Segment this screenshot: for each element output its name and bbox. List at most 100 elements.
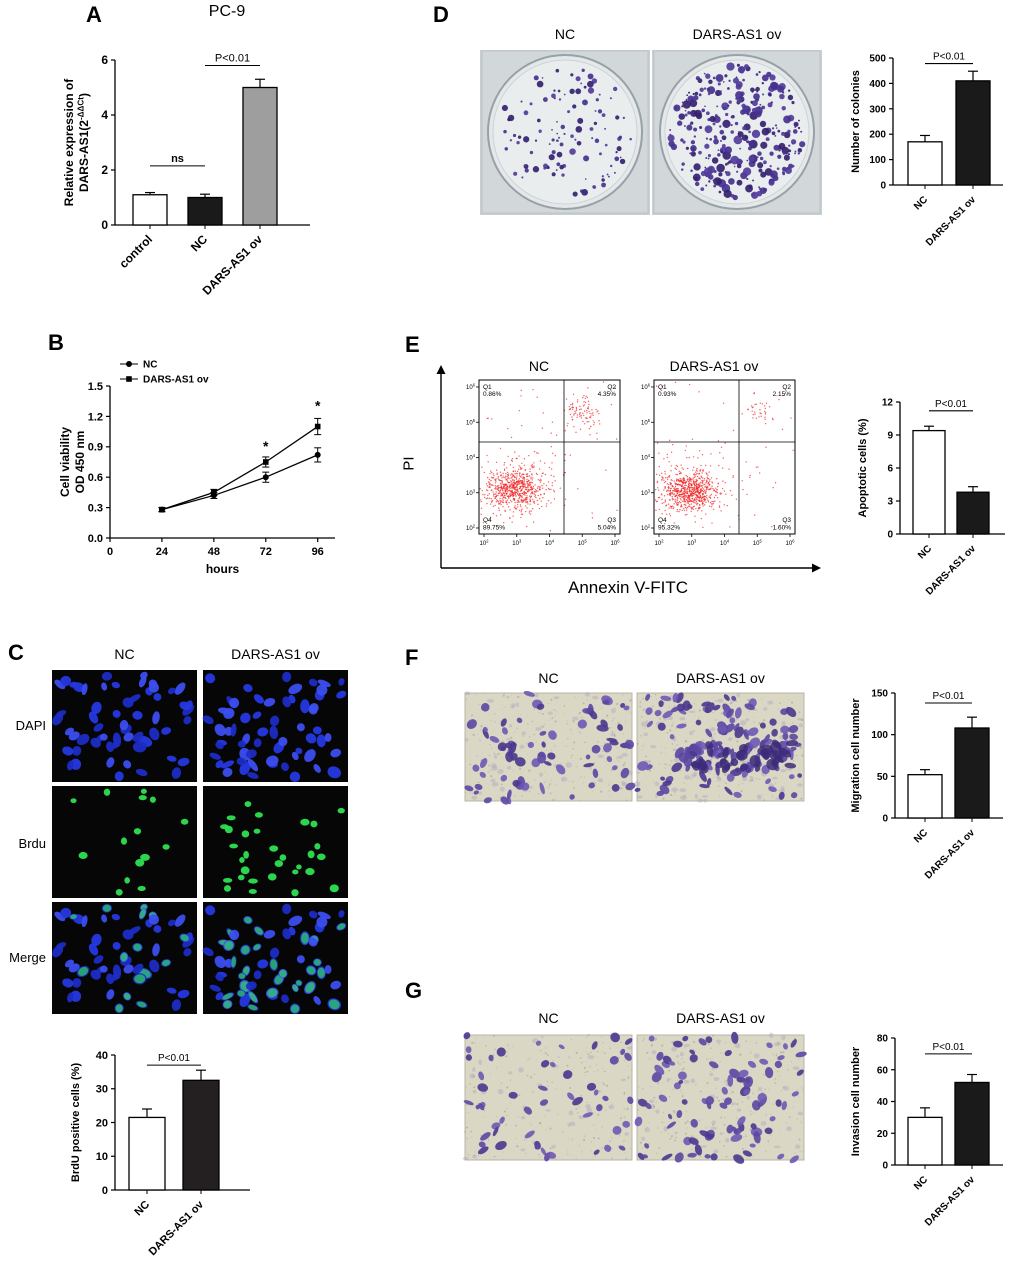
svg-text:30: 30 bbox=[96, 1084, 108, 1096]
svg-text:DARS-AS1 ov: DARS-AS1 ov bbox=[923, 1174, 977, 1228]
panel-g-image-label-nc: NC bbox=[538, 1010, 559, 1026]
panel-d-label: D bbox=[433, 2, 449, 27]
svg-text:*: * bbox=[315, 397, 321, 413]
panel-b-label: B bbox=[48, 330, 64, 355]
panel-c-col-header-nc: NC bbox=[114, 646, 135, 662]
panel-c-label: C bbox=[8, 640, 24, 665]
svg-text:72: 72 bbox=[260, 546, 272, 558]
svg-text:DARS-AS1 ov: DARS-AS1 ov bbox=[923, 827, 977, 881]
svg-text:P<0.01: P<0.01 bbox=[933, 691, 965, 702]
svg-text:95.32%: 95.32% bbox=[658, 525, 680, 532]
svg-text:Q4: Q4 bbox=[658, 517, 667, 524]
svg-text:9: 9 bbox=[887, 431, 893, 442]
svg-text:0.93%: 0.93% bbox=[658, 391, 677, 398]
svg-text:*: * bbox=[263, 438, 269, 454]
svg-text:Q2: Q2 bbox=[607, 384, 616, 391]
panel-d-image-label-nc: NC bbox=[554, 26, 576, 42]
panel-e-label: E bbox=[405, 332, 420, 357]
svg-text:Cell viability: Cell viability bbox=[58, 427, 72, 497]
svg-text:Apoptotic cells (%): Apoptotic cells (%) bbox=[857, 418, 869, 517]
annexin-axis-label: Annexin V-FITC bbox=[568, 578, 688, 597]
svg-text:1.2: 1.2 bbox=[88, 411, 103, 423]
brdu-image-nc bbox=[52, 786, 197, 898]
svg-text:4.35%: 4.35% bbox=[598, 391, 617, 398]
svg-text:400: 400 bbox=[869, 79, 886, 90]
panel-f-label: F bbox=[405, 645, 419, 670]
svg-text:102: 102 bbox=[466, 524, 476, 532]
svg-text:Migration cell number: Migration cell number bbox=[850, 698, 862, 813]
svg-text:6: 6 bbox=[101, 53, 108, 67]
svg-text:106: 106 bbox=[611, 539, 621, 547]
svg-text:0.6: 0.6 bbox=[88, 472, 103, 484]
svg-text:12: 12 bbox=[882, 398, 894, 409]
migration-image-nc bbox=[464, 690, 636, 805]
svg-text:0: 0 bbox=[101, 218, 108, 232]
svg-text:60: 60 bbox=[877, 1065, 889, 1076]
svg-text:105: 105 bbox=[466, 418, 476, 426]
svg-text:P<0.01: P<0.01 bbox=[933, 52, 965, 63]
svg-text:4: 4 bbox=[101, 108, 108, 122]
svg-text:Q4: Q4 bbox=[483, 517, 492, 524]
svg-text:hours: hours bbox=[206, 562, 240, 576]
svg-text:0: 0 bbox=[880, 181, 886, 192]
svg-text:150: 150 bbox=[871, 689, 888, 700]
svg-text:6: 6 bbox=[887, 464, 893, 475]
svg-text:100: 100 bbox=[869, 155, 886, 166]
svg-text:0: 0 bbox=[102, 1185, 108, 1197]
invasion-image-nc bbox=[462, 1032, 634, 1162]
svg-text:80: 80 bbox=[877, 1034, 889, 1045]
svg-text:3: 3 bbox=[887, 497, 893, 508]
dapi-image-nc bbox=[52, 670, 197, 782]
merge-image-ov bbox=[202, 902, 348, 1014]
svg-text:40: 40 bbox=[96, 1050, 108, 1062]
svg-text:NC: NC bbox=[132, 1199, 152, 1219]
svg-text:Invasion cell number: Invasion cell number bbox=[850, 1046, 862, 1156]
svg-text:Q1: Q1 bbox=[483, 384, 492, 391]
panel-c-row-label-brdu: Brdu bbox=[18, 836, 46, 851]
svg-text:0.9: 0.9 bbox=[88, 442, 103, 454]
panel-d-image-label-ov: DARS-AS1 ov bbox=[692, 26, 782, 42]
svg-text:106: 106 bbox=[641, 383, 651, 391]
svg-text:102: 102 bbox=[641, 524, 651, 532]
svg-text:104: 104 bbox=[466, 453, 476, 461]
svg-text:ns: ns bbox=[171, 153, 184, 165]
svg-text:24: 24 bbox=[156, 546, 169, 558]
svg-text:5.04%: 5.04% bbox=[598, 525, 617, 532]
svg-text:48: 48 bbox=[208, 546, 220, 558]
svg-text:Relative expression of: Relative expression of bbox=[62, 78, 76, 206]
panel-f-image-label-ov: DARS-AS1 ov bbox=[676, 670, 765, 686]
svg-text:102: 102 bbox=[480, 539, 490, 547]
svg-text:105: 105 bbox=[578, 539, 588, 547]
svg-text:500: 500 bbox=[869, 54, 886, 65]
brdu-image-ov bbox=[203, 786, 348, 898]
svg-text:NC: NC bbox=[188, 232, 210, 254]
merge-image-nc bbox=[52, 902, 197, 1014]
svg-text:10: 10 bbox=[96, 1151, 108, 1163]
svg-text:105: 105 bbox=[753, 539, 763, 547]
panel-g-image-label-ov: DARS-AS1 ov bbox=[676, 1010, 765, 1026]
svg-text:106: 106 bbox=[466, 383, 476, 391]
panel-c-row-label-dapi: DAPI bbox=[15, 718, 46, 733]
svg-text:104: 104 bbox=[720, 539, 730, 547]
svg-text:106: 106 bbox=[786, 539, 796, 547]
panel-c-row-label-merge: Merge bbox=[9, 950, 46, 965]
svg-text:1.60%: 1.60% bbox=[773, 525, 792, 532]
panel-a-label: A bbox=[86, 2, 102, 27]
svg-text:2.15%: 2.15% bbox=[773, 391, 792, 398]
svg-text:105: 105 bbox=[641, 418, 651, 426]
svg-text:20: 20 bbox=[877, 1129, 889, 1140]
svg-text:300: 300 bbox=[869, 104, 886, 115]
svg-text:BrdU positive cells (%): BrdU positive cells (%) bbox=[70, 1063, 82, 1183]
svg-text:Number of colonies: Number of colonies bbox=[850, 70, 862, 173]
svg-text:0.86%: 0.86% bbox=[483, 391, 502, 398]
svg-text:NC: NC bbox=[912, 1174, 930, 1192]
svg-text:Q3: Q3 bbox=[782, 517, 791, 524]
svg-text:103: 103 bbox=[512, 539, 522, 547]
svg-text:104: 104 bbox=[641, 453, 651, 461]
svg-text:OD 450 nm: OD 450 nm bbox=[73, 431, 87, 494]
svg-text:102: 102 bbox=[655, 539, 665, 547]
